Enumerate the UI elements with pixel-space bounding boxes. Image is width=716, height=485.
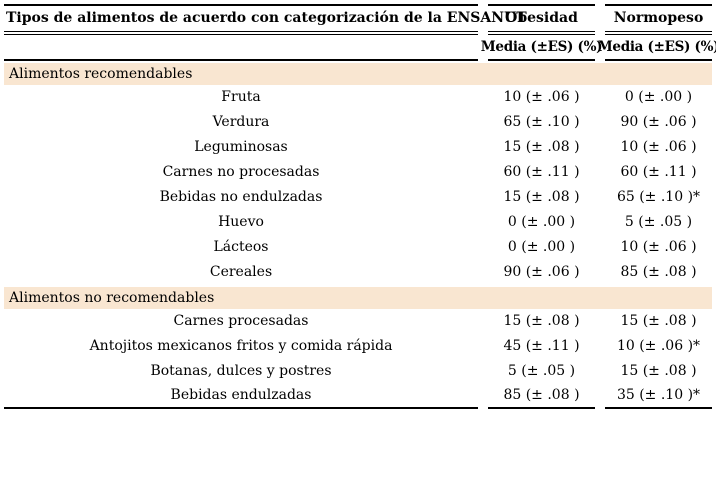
- food-name: Bebidas no endulzadas: [159, 188, 323, 205]
- table-row: Verdura 65 (± .10 ) 90 (± .06 ): [4, 110, 712, 135]
- food-name: Cereales: [209, 263, 273, 280]
- food-name: Antojitos mexicanos fritos y comida rápi…: [89, 337, 393, 354]
- table-header-row: Tipos de alimentos de acuerdo con catego…: [4, 4, 712, 35]
- normopeso-value: 10 (± .06 )*: [616, 337, 701, 354]
- obesidad-value: 0 (± .00 ): [507, 213, 576, 230]
- table-row: Lácteos 0 (± .00 ) 10 (± .06 ): [4, 235, 712, 260]
- normopeso-value: 10 (± .06 ): [620, 138, 697, 155]
- obesidad-value: 0 (± .00 ): [507, 238, 576, 255]
- obesidad-value: 15 (± .08 ): [503, 188, 580, 205]
- column-header-normopeso: Normopeso: [605, 4, 712, 35]
- obesidad-value: 85 (± .08 ): [488, 384, 595, 409]
- column-header-obesidad: Obesidad: [488, 4, 595, 35]
- subheader-spacer: [4, 35, 478, 61]
- section-header-recomendables: Alimentos recomendables: [4, 63, 712, 85]
- normopeso-value: 65 (± .10 )*: [616, 188, 701, 205]
- food-name: Lácteos: [213, 238, 269, 255]
- obesidad-value: 15 (± .08 ): [503, 312, 580, 329]
- obesidad-value: 5 (± .05 ): [507, 362, 576, 379]
- normopeso-value: 15 (± .08 ): [620, 312, 697, 329]
- subheader-obesidad-media: Media (±ES) (%): [481, 35, 603, 61]
- food-name: Botanas, dulces y postres: [150, 362, 332, 379]
- obesidad-value: 60 (± .11 ): [503, 163, 580, 180]
- table-row: Carnes procesadas 15 (± .08 ) 15 (± .08 …: [4, 309, 712, 334]
- table-row: Huevo 0 (± .00 ) 5 (± .05 ): [4, 210, 712, 235]
- normopeso-value: 5 (± .05 ): [624, 213, 693, 230]
- section-header-no-recomendables: Alimentos no recomendables: [4, 287, 712, 309]
- subheader-normopeso-media: Media (±ES) (%): [598, 35, 716, 61]
- table-row: Leguminosas 15 (± .08 ) 10 (± .06 ): [4, 135, 712, 160]
- food-name: Fruta: [221, 88, 261, 105]
- food-name: Verdura: [212, 113, 270, 130]
- obesidad-value: 10 (± .06 ): [503, 88, 580, 105]
- table-subheader-row: Media (±ES) (%) Media (±ES) (%): [4, 35, 716, 61]
- food-name: Bebidas endulzadas: [4, 384, 478, 409]
- normopeso-value: 0 (± .00 ): [624, 88, 693, 105]
- normopeso-value: 10 (± .06 ): [620, 238, 697, 255]
- table-row: Cereales 90 (± .06 ) 85 (± .08 ): [4, 260, 712, 285]
- table-row: Carnes no procesadas 60 (± .11 ) 60 (± .…: [4, 160, 712, 185]
- obesidad-value: 15 (± .08 ): [503, 138, 580, 155]
- food-name: Huevo: [218, 213, 264, 230]
- table-row: Bebidas no endulzadas 15 (± .08 ) 65 (± …: [4, 185, 712, 210]
- column-header-food-types: Tipos de alimentos de acuerdo con catego…: [4, 4, 527, 35]
- normopeso-value: 35 (± .10 )*: [605, 384, 712, 409]
- food-name: Carnes procesadas: [173, 312, 309, 329]
- normopeso-value: 90 (± .06 ): [620, 113, 697, 130]
- table-row: Fruta 10 (± .06 ) 0 (± .00 ): [4, 85, 712, 110]
- obesidad-value: 45 (± .11 ): [503, 337, 580, 354]
- normopeso-value: 85 (± .08 ): [620, 263, 697, 280]
- normopeso-value: 60 (± .11 ): [620, 163, 697, 180]
- obesidad-value: 90 (± .06 ): [503, 263, 580, 280]
- table-row: Bebidas endulzadas 85 (± .08 ) 35 (± .10…: [4, 384, 712, 409]
- table-row: Antojitos mexicanos fritos y comida rápi…: [4, 334, 712, 359]
- food-name: Leguminosas: [194, 138, 288, 155]
- normopeso-value: 15 (± .08 ): [620, 362, 697, 379]
- ensanut-food-table: Tipos de alimentos de acuerdo con catego…: [4, 4, 716, 409]
- food-name: Carnes no procesadas: [162, 163, 320, 180]
- obesidad-value: 65 (± .10 ): [503, 113, 580, 130]
- table-row: Botanas, dulces y postres 5 (± .05 ) 15 …: [4, 359, 712, 384]
